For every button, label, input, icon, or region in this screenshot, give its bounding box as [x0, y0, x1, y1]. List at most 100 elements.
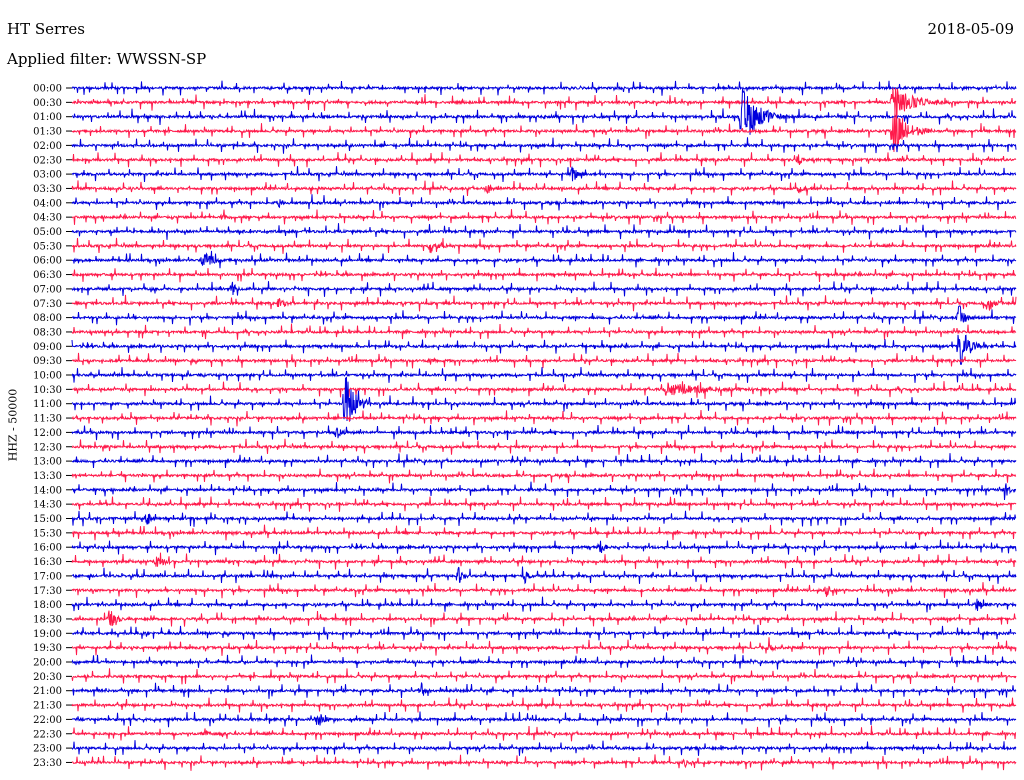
row-time-label: 13:30 — [33, 471, 62, 482]
trace-row-0130 — [71, 110, 1017, 152]
trace-row-2100 — [71, 682, 1017, 699]
trace-row-2000 — [71, 654, 1017, 670]
trace-row-2230 — [71, 725, 1017, 742]
trace-row-1600 — [71, 539, 1017, 556]
trace-row-1200 — [71, 424, 1017, 441]
trace-row-1730 — [71, 582, 1017, 599]
row-time-label: 20:00 — [33, 658, 62, 669]
row-time-label: 08:00 — [33, 313, 62, 324]
trace-row-0330 — [71, 180, 1017, 197]
row-time-label: 11:30 — [33, 414, 62, 425]
trace-row-1400 — [71, 481, 1017, 501]
trace-row-0000 — [71, 80, 1017, 96]
row-time-label: 07:30 — [33, 299, 62, 310]
row-time-label: 06:30 — [33, 270, 62, 281]
trace-row-1830 — [71, 610, 1017, 628]
row-time-label: 04:00 — [33, 198, 62, 209]
trace-row-1500 — [71, 510, 1017, 527]
trace-row-0400 — [71, 194, 1017, 211]
row-time-label: 23:30 — [33, 758, 62, 769]
trace-row-1300 — [71, 452, 1017, 469]
trace-row-1900 — [71, 624, 1017, 642]
trace-row-0200 — [71, 137, 1017, 154]
trace-row-1000 — [71, 366, 1017, 383]
trace-row-2200 — [71, 711, 1017, 728]
trace-row-0430 — [71, 209, 1017, 225]
trace-row-0730 — [71, 294, 1017, 312]
row-time-label: 01:00 — [33, 112, 62, 123]
row-time-label: 15:00 — [33, 514, 62, 525]
row-time-label: 08:30 — [33, 327, 62, 338]
record-date: 2018-05-09 — [927, 20, 1014, 38]
trace-row-1530 — [71, 524, 1017, 541]
trace-row-0300 — [71, 166, 1017, 183]
row-time-label: 03:30 — [33, 184, 62, 195]
trace-row-0900 — [71, 334, 1017, 365]
trace-row-2030 — [71, 668, 1017, 685]
row-time-label: 16:30 — [33, 557, 62, 568]
trace-row-0700 — [71, 281, 1017, 297]
filter-label: Applied filter: WWSSN-SP — [7, 50, 207, 68]
row-time-label: 05:00 — [33, 227, 62, 238]
row-time-label: 09:30 — [33, 356, 62, 367]
station-name: HT Serres — [7, 20, 85, 38]
trace-row-0630 — [71, 267, 1017, 283]
trace-row-1030 — [71, 381, 1017, 399]
row-time-label: 15:30 — [33, 528, 62, 539]
row-time-label: 06:00 — [33, 256, 62, 267]
trace-row-2300 — [71, 740, 1017, 756]
trace-row-2130 — [71, 697, 1017, 713]
trace-row-0830 — [71, 323, 1017, 340]
row-time-label: 14:00 — [33, 485, 62, 496]
row-time-label: 18:00 — [33, 600, 62, 611]
row-time-label: 23:00 — [33, 744, 62, 755]
trace-row-2330 — [71, 754, 1017, 771]
row-time-label: 10:00 — [33, 371, 62, 382]
row-time-label: 02:00 — [33, 141, 62, 152]
row-time-label: 00:30 — [33, 98, 62, 109]
row-time-label: 12:00 — [33, 428, 62, 439]
trace-row-1230 — [71, 438, 1017, 455]
row-time-label: 13:00 — [33, 457, 62, 468]
row-time-label: 05:30 — [33, 241, 62, 252]
row-time-label: 14:30 — [33, 500, 62, 511]
trace-row-1700 — [71, 566, 1017, 585]
row-time-label: 04:30 — [33, 213, 62, 224]
trace-row-0530 — [71, 237, 1017, 254]
row-time-label: 18:30 — [33, 614, 62, 625]
trace-row-0800 — [71, 305, 1017, 326]
trace-row-0030 — [71, 87, 1017, 116]
trace-row-0100 — [71, 88, 1017, 135]
row-time-label: 22:30 — [33, 729, 62, 740]
trace-row-0230 — [71, 152, 1017, 168]
trace-row-1330 — [71, 468, 1017, 484]
trace-row-0600 — [71, 250, 1017, 269]
row-time-label: 21:30 — [33, 701, 62, 712]
row-time-label: 03:00 — [33, 170, 62, 181]
row-time-label: 01:30 — [33, 127, 62, 138]
row-time-label: 00:00 — [33, 84, 62, 95]
row-time-label: 09:00 — [33, 342, 62, 353]
row-time-label: 17:00 — [33, 571, 62, 582]
row-time-label: 19:00 — [33, 629, 62, 640]
row-time-label: 22:00 — [33, 715, 62, 726]
trace-row-1930 — [71, 637, 1017, 656]
row-time-label: 19:30 — [33, 643, 62, 654]
trace-row-0930 — [71, 352, 1017, 369]
trace-row-1130 — [71, 409, 1017, 427]
row-time-label: 11:00 — [33, 399, 62, 410]
row-time-label: 17:30 — [33, 586, 62, 597]
trace-row-1630 — [71, 552, 1017, 570]
row-time-label: 16:00 — [33, 543, 62, 554]
trace-row-1800 — [71, 596, 1017, 613]
row-time-label: 20:30 — [33, 672, 62, 683]
trace-row-1100 — [71, 376, 1017, 422]
trace-row-0500 — [71, 223, 1017, 240]
trace-row-1430 — [71, 496, 1017, 513]
row-time-label: 07:00 — [33, 284, 62, 295]
row-time-label: 21:00 — [33, 686, 62, 697]
row-time-label: 02:30 — [33, 155, 62, 166]
row-time-label: 10:30 — [33, 385, 62, 396]
row-time-label: 12:30 — [33, 442, 62, 453]
